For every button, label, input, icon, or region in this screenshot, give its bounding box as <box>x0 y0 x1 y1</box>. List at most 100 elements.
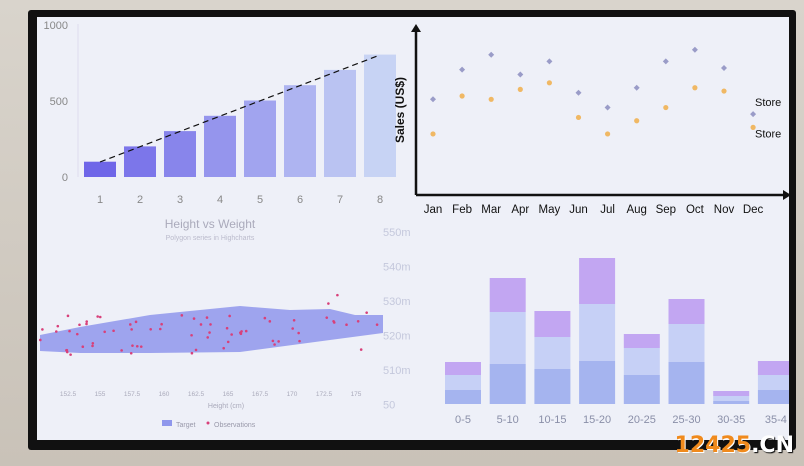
stacked-bar-segment <box>668 324 705 362</box>
stacked-bar-segment <box>445 375 481 390</box>
observation-point <box>131 344 134 347</box>
right-tick-label: 50 <box>383 400 395 412</box>
x-tick-label: 0-5 <box>455 414 471 426</box>
data-point <box>721 88 727 94</box>
stacked-bar-segment <box>668 299 705 324</box>
observation-point <box>91 341 95 345</box>
x-tick-label: Feb <box>452 204 472 216</box>
observation-point <box>78 323 81 327</box>
observation-point <box>190 351 194 355</box>
observation-point <box>66 314 70 318</box>
right-tick-label: 540m <box>383 262 411 274</box>
x-tick-label: 157.5 <box>124 391 141 398</box>
observation-point <box>130 328 133 331</box>
x-tick-label: 5 <box>257 194 263 206</box>
observation-point <box>81 345 85 349</box>
data-point <box>517 86 523 92</box>
bar <box>84 161 116 177</box>
observation-point <box>91 344 94 348</box>
observation-point <box>209 323 212 326</box>
y-tick-label: 0 <box>62 172 68 184</box>
observation-point <box>263 316 267 320</box>
x-tick-label: May <box>539 204 561 216</box>
data-point <box>488 51 495 58</box>
observation-point <box>54 330 58 333</box>
observation-point <box>291 327 294 330</box>
observation-point <box>120 349 123 352</box>
watermark-suffix: .CN <box>751 433 794 458</box>
watermark-number: 12425 <box>674 433 752 458</box>
stacked-bar-segment <box>445 362 481 375</box>
stacked-bar-segment <box>534 311 571 337</box>
data-point <box>691 46 698 53</box>
right-tick-label: 520m <box>383 331 411 343</box>
x-tick-label: 160 <box>159 391 170 398</box>
observation-point <box>297 331 300 335</box>
x-axis-arrow <box>783 190 789 200</box>
data-point <box>459 93 465 99</box>
legend-label-target: Target <box>176 422 196 429</box>
x-tick-label: 1 <box>97 194 103 206</box>
observation-point <box>205 316 209 319</box>
stacked-bar-segment <box>489 278 526 312</box>
y-tick-label: 500 <box>50 96 68 108</box>
stacked-bar-segment <box>579 258 616 304</box>
y-axis-label: Sales (US$) <box>393 77 407 143</box>
data-point <box>546 80 552 86</box>
observation-point <box>298 339 301 343</box>
observation-point <box>292 318 296 322</box>
chart-title: Height vs Weight <box>165 217 256 231</box>
right-tick-label: 530m <box>383 296 411 308</box>
bar <box>124 146 156 177</box>
stacked-bar-segment <box>534 369 571 404</box>
observation-point <box>273 343 276 346</box>
data-point <box>604 104 611 111</box>
x-axis-label: Height (cm) <box>208 403 244 410</box>
right-tick-label: 550m <box>383 227 411 239</box>
data-point <box>546 58 553 65</box>
scatter-panel <box>415 17 789 217</box>
data-point <box>430 96 436 103</box>
x-tick-label: Dec <box>743 204 764 216</box>
observation-point <box>356 320 360 323</box>
x-tick-label: 10-15 <box>538 414 566 426</box>
observation-point <box>222 346 225 350</box>
observation-point <box>56 324 60 328</box>
monitor-screen: 0 500 1000 1 2 3 4 5 6 7 8 Sales (US$) Jan Feb Mar Apr M… <box>37 17 789 440</box>
watermark: 12425.CN <box>675 433 794 458</box>
x-tick-label: 7 <box>337 194 343 206</box>
data-point <box>634 118 640 124</box>
target-polygon <box>40 306 383 353</box>
observation-point <box>226 340 230 344</box>
observation-point <box>208 331 211 334</box>
observation-point <box>375 323 379 326</box>
x-tick-label: 5-10 <box>497 414 519 426</box>
legend-swatch-observations <box>206 421 210 425</box>
bar <box>284 85 316 177</box>
observation-point <box>190 333 193 337</box>
observation-point <box>244 329 248 333</box>
data-point <box>575 89 582 96</box>
observation-point <box>158 327 162 331</box>
observation-point <box>359 348 363 351</box>
stacked-bar-segment <box>489 364 526 404</box>
x-tick-label: 170 <box>287 391 298 398</box>
bar <box>164 131 196 177</box>
observation-point <box>336 293 339 297</box>
data-point <box>692 85 698 91</box>
right-tick-label: 510m <box>383 365 411 377</box>
bar <box>204 115 236 177</box>
observation-point <box>206 336 210 339</box>
data-point <box>721 64 727 71</box>
x-tick-label: 15-20 <box>583 414 611 426</box>
observation-point <box>332 321 336 324</box>
stacked-bar-segment <box>757 361 789 375</box>
x-tick-label: Sep <box>656 204 676 216</box>
x-tick-label: 172.5 <box>316 391 333 398</box>
series-label: Store <box>755 97 781 109</box>
x-tick-label: 175 <box>351 391 362 398</box>
observation-point <box>228 314 231 318</box>
x-tick-label: 20-25 <box>628 414 656 426</box>
x-tick-label: 165 <box>223 391 234 398</box>
stacked-bar-segment <box>713 401 750 404</box>
